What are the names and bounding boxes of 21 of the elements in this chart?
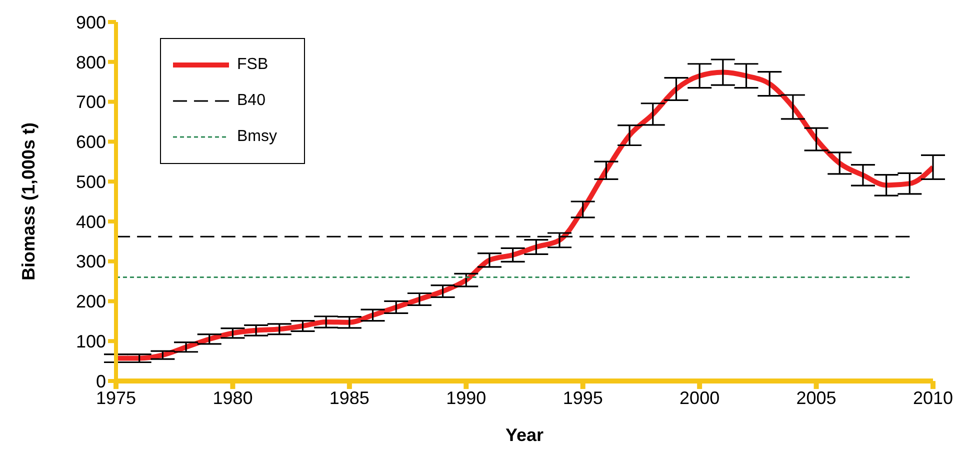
x-tick-label: 2000 [680,388,720,408]
legend-label: B40 [237,92,266,110]
x-tick-label: 1995 [562,388,603,408]
y-tick-label: 600 [76,132,106,152]
legend-label: FSB [237,56,268,74]
x-axis-title: Year [505,425,544,445]
x-tick-label: 1985 [329,388,370,408]
x-tick-label: 2005 [796,388,836,408]
y-tick-label: 700 [76,92,106,112]
x-tick-label: 2010 [912,388,954,408]
y-tick-label: 500 [76,172,106,192]
x-tick-label: 1990 [446,388,486,408]
y-tick-label: 100 [76,332,106,352]
y-tick-label: 400 [76,212,106,232]
y-tick-label: 800 [76,52,106,72]
y-tick-label: 300 [76,252,106,272]
y-tick-label: 200 [76,292,106,312]
y-tick-label: 900 [76,12,106,32]
y-axis-title: Biomass (1,000s t) [18,122,38,281]
legend-label: Bmsy [237,128,277,146]
x-tick-label: 1980 [212,388,253,408]
